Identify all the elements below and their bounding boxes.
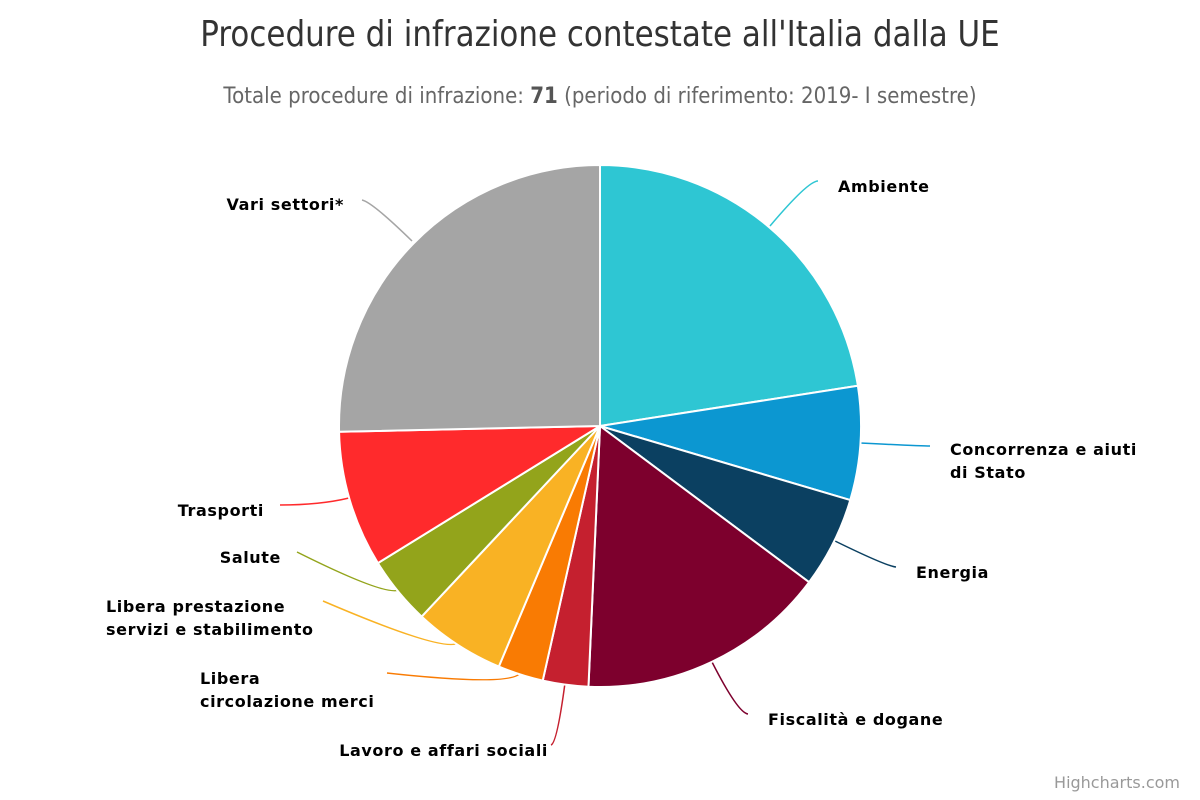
- data-label: Ambiente: [838, 177, 930, 196]
- data-label: Trasporti: [178, 501, 264, 520]
- connector-line: [279, 497, 350, 506]
- chart-title: Procedure di infrazione contestate all'I…: [200, 14, 1000, 55]
- connector-line: [361, 199, 413, 242]
- pie-slice-vari-settori[interactable]: [338, 164, 601, 433]
- data-label: Concorrenza e aiuti di Stato: [950, 440, 1137, 482]
- data-label: Vari settori*: [227, 195, 344, 214]
- subtitle-prefix: Totale procedure di infrazione:: [223, 84, 531, 109]
- pie-slices: [338, 164, 862, 688]
- connector-line: [769, 180, 819, 227]
- data-label: Fiscalità e dogane: [768, 710, 943, 729]
- connector-line: [550, 682, 566, 746]
- data-label: Salute: [220, 548, 281, 567]
- data-label: Lavoro e affari sociali: [339, 741, 548, 760]
- data-labels: Ambiente Concorrenza e aiuti di Stato Energ…: [106, 177, 1137, 760]
- pie-slice-ambiente[interactable]: [599, 164, 859, 427]
- connector-line: [386, 671, 522, 681]
- pie-slice-trasporti[interactable]: [338, 425, 601, 565]
- subtitle-suffix: (periodo di riferimento: 2019- I semestr…: [557, 84, 977, 109]
- data-label: Libera circolazione merci: [200, 669, 374, 711]
- data-label: Libera prestazione servizi e stabilimento: [106, 597, 314, 639]
- subtitle-total: 71: [530, 84, 558, 109]
- data-label: Energia: [916, 563, 989, 582]
- connector-line: [711, 661, 749, 715]
- credits-link[interactable]: Highcharts.com: [1054, 773, 1180, 792]
- chart-subtitle: Totale procedure di infrazione: 71 (peri…: [60, 84, 1140, 109]
- pie-slice-fiscalit-e-dogane[interactable]: [587, 425, 811, 688]
- pie-slice-concorrenza-e-aiuti-di-stato[interactable]: [599, 384, 862, 502]
- connector-line: [859, 442, 931, 447]
- connector-line: [834, 540, 897, 568]
